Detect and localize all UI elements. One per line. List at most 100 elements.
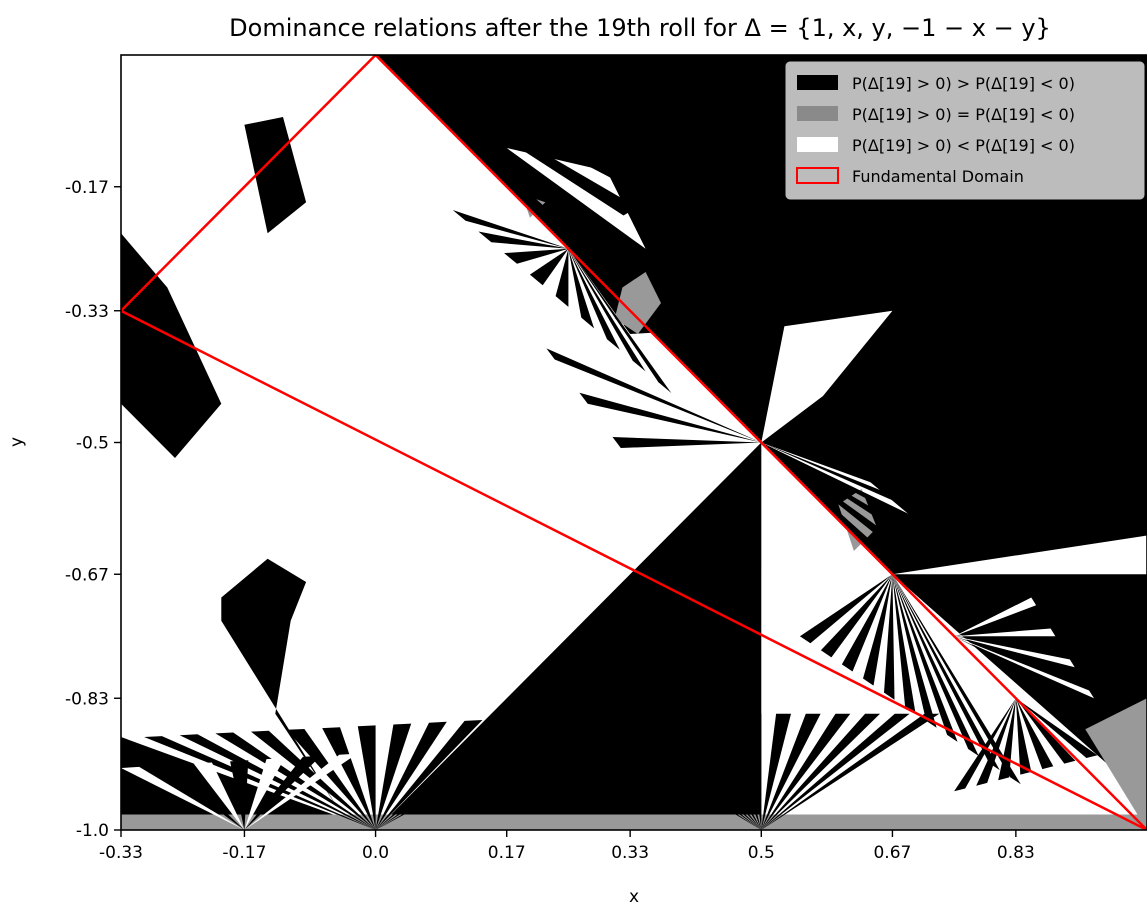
fan-wedge-7-0: [568, 713, 762, 830]
plot-area: [121, 55, 1147, 830]
region-black-6: [568, 93, 762, 334]
fan-wedge-8-0: [121, 766, 245, 830]
fan-wedge-7-6: [657, 713, 762, 830]
legend-box: [785, 61, 1145, 200]
fan-wedge-1-0: [452, 210, 569, 249]
y-axis: -1.0 -0.83 -0.67 -0.5 -0.33 -0.17: [65, 178, 121, 841]
region-black-3: [121, 233, 222, 458]
fan-wedge-1-16: [568, 248, 672, 393]
x-tick-label: 0.33: [611, 843, 649, 863]
fan-wedge-7-4: [627, 713, 762, 830]
fan-wedge-4-6: [863, 574, 893, 686]
fan-wedge-2-0: [529, 326, 762, 443]
x-tick-label: -0.33: [99, 843, 143, 863]
fan-wedge-8-6: [230, 760, 249, 830]
region-black-5: [221, 558, 337, 807]
fan-wedge-7-10: [716, 713, 762, 830]
fan-wedge-7-16: [761, 713, 821, 830]
region-gray-19: [121, 814, 1147, 830]
region-gray-17: [838, 489, 877, 551]
fan-wedge-7-8: [687, 713, 762, 830]
legend-swatch: [797, 106, 838, 121]
fan-wedge-5-8: [954, 636, 1075, 668]
fundamental-domain-outline: [121, 55, 1147, 830]
fan-wedge-2-8: [596, 414, 762, 443]
fan-wedge-0-12: [375, 55, 748, 150]
fan-wedge-6-8: [286, 729, 376, 830]
fan-wedge-8-2: [157, 764, 245, 830]
fan-wedge-7-20: [761, 713, 880, 830]
fan-wedge-6-20: [375, 718, 518, 830]
legend: P(Δ[19] > 0) > P(Δ[19] < 0) P(Δ[19] > 0) …: [785, 61, 1145, 200]
fan-wedge-1-12: [568, 248, 620, 350]
fan-wedge-0-8: [375, 55, 693, 183]
region-gray-16: [614, 272, 661, 334]
fan-wedge-6-14: [375, 723, 412, 830]
fan-wedge-0-6: [375, 55, 665, 199]
fan-wedge-4-12: [892, 574, 937, 728]
fan-wedge-1-6: [529, 248, 569, 286]
region-white-9: [892, 535, 1147, 575]
fan-wedge-1-14: [568, 248, 646, 372]
region-white-8: [761, 310, 893, 443]
fan-wedge-7-18: [761, 713, 851, 830]
fan-wedge-1-8: [555, 248, 569, 307]
fan-wedge-8-8: [244, 758, 285, 830]
region-white-14: [506, 148, 646, 249]
fan-wedge-4-8: [884, 574, 895, 700]
fan-wedge-5-6: [954, 636, 1065, 652]
x-tick-label: 0.17: [488, 843, 526, 863]
fan-wedge-9-12: [1015, 698, 1098, 758]
fan-wedge-4-2: [820, 574, 893, 658]
fan-wedge-3-0: [761, 442, 904, 575]
fan-wedge-6-22: [375, 716, 554, 830]
fan-wedge-7-22: [761, 713, 910, 830]
fan-wedge-4-14: [892, 574, 958, 742]
legend-swatch: [797, 75, 838, 90]
y-tick-label: -0.67: [65, 565, 109, 585]
fan-wedge-6-12: [357, 725, 376, 830]
fan-wedge-7-24: [761, 713, 940, 830]
fan-wedge-2-12: [629, 442, 762, 471]
fan-wedge-5-4: [954, 628, 1056, 637]
y-tick-label: -0.83: [65, 689, 109, 709]
region-black-4: [244, 117, 307, 234]
fan-wedge-6-2: [179, 734, 376, 830]
fan-wedge-8-4: [193, 762, 245, 830]
fan-wedge-7-2: [598, 713, 762, 830]
dominance-regions: [121, 55, 1147, 830]
fan-wedge-3-12: [761, 442, 1037, 522]
fan-wedge-9-2: [976, 698, 1016, 786]
region-gray-18: [1085, 698, 1147, 830]
fan-wedge-6-4: [215, 732, 376, 830]
x-tick-label: 0.83: [997, 843, 1035, 863]
fan-wedge-2-4: [562, 370, 762, 443]
fan-wedge-6-24: [375, 714, 590, 830]
fan-wedge-1-10: [568, 248, 595, 329]
fan-wedge-9-8: [1015, 698, 1054, 770]
x-tick-label: 0.0: [362, 843, 389, 863]
fan-wedge-7-14: [761, 713, 791, 830]
region-white-15: [529, 310, 631, 443]
fan-wedge-6-18: [375, 720, 483, 830]
dominance-fans: [121, 55, 1104, 830]
fan-wedge-4-16: [892, 574, 979, 756]
fan-wedge-0-0: [375, 55, 583, 249]
legend-label: P(Δ[19] > 0) = P(Δ[19] < 0): [852, 105, 1075, 124]
fan-wedge-8-12: [244, 753, 358, 830]
fan-wedge-3-4: [761, 442, 948, 557]
fan-wedge-8-10: [244, 755, 321, 830]
fan-wedge-4-0: [799, 574, 893, 644]
x-axis-label: x: [629, 887, 639, 907]
fan-wedge-6-16: [375, 721, 447, 830]
fan-wedge-2-2: [546, 348, 762, 443]
y-tick-label: -0.17: [65, 178, 109, 198]
fan-wedge-7-12: [746, 713, 762, 830]
fan-wedge-0-4: [375, 55, 638, 216]
fan-wedge-3-10: [761, 442, 1015, 531]
fan-wedge-1-2: [478, 231, 569, 249]
fan-wedge-2-10: [612, 437, 762, 448]
fan-wedge-9-6: [1015, 698, 1032, 775]
fan-wedge-5-14: [954, 636, 1104, 714]
